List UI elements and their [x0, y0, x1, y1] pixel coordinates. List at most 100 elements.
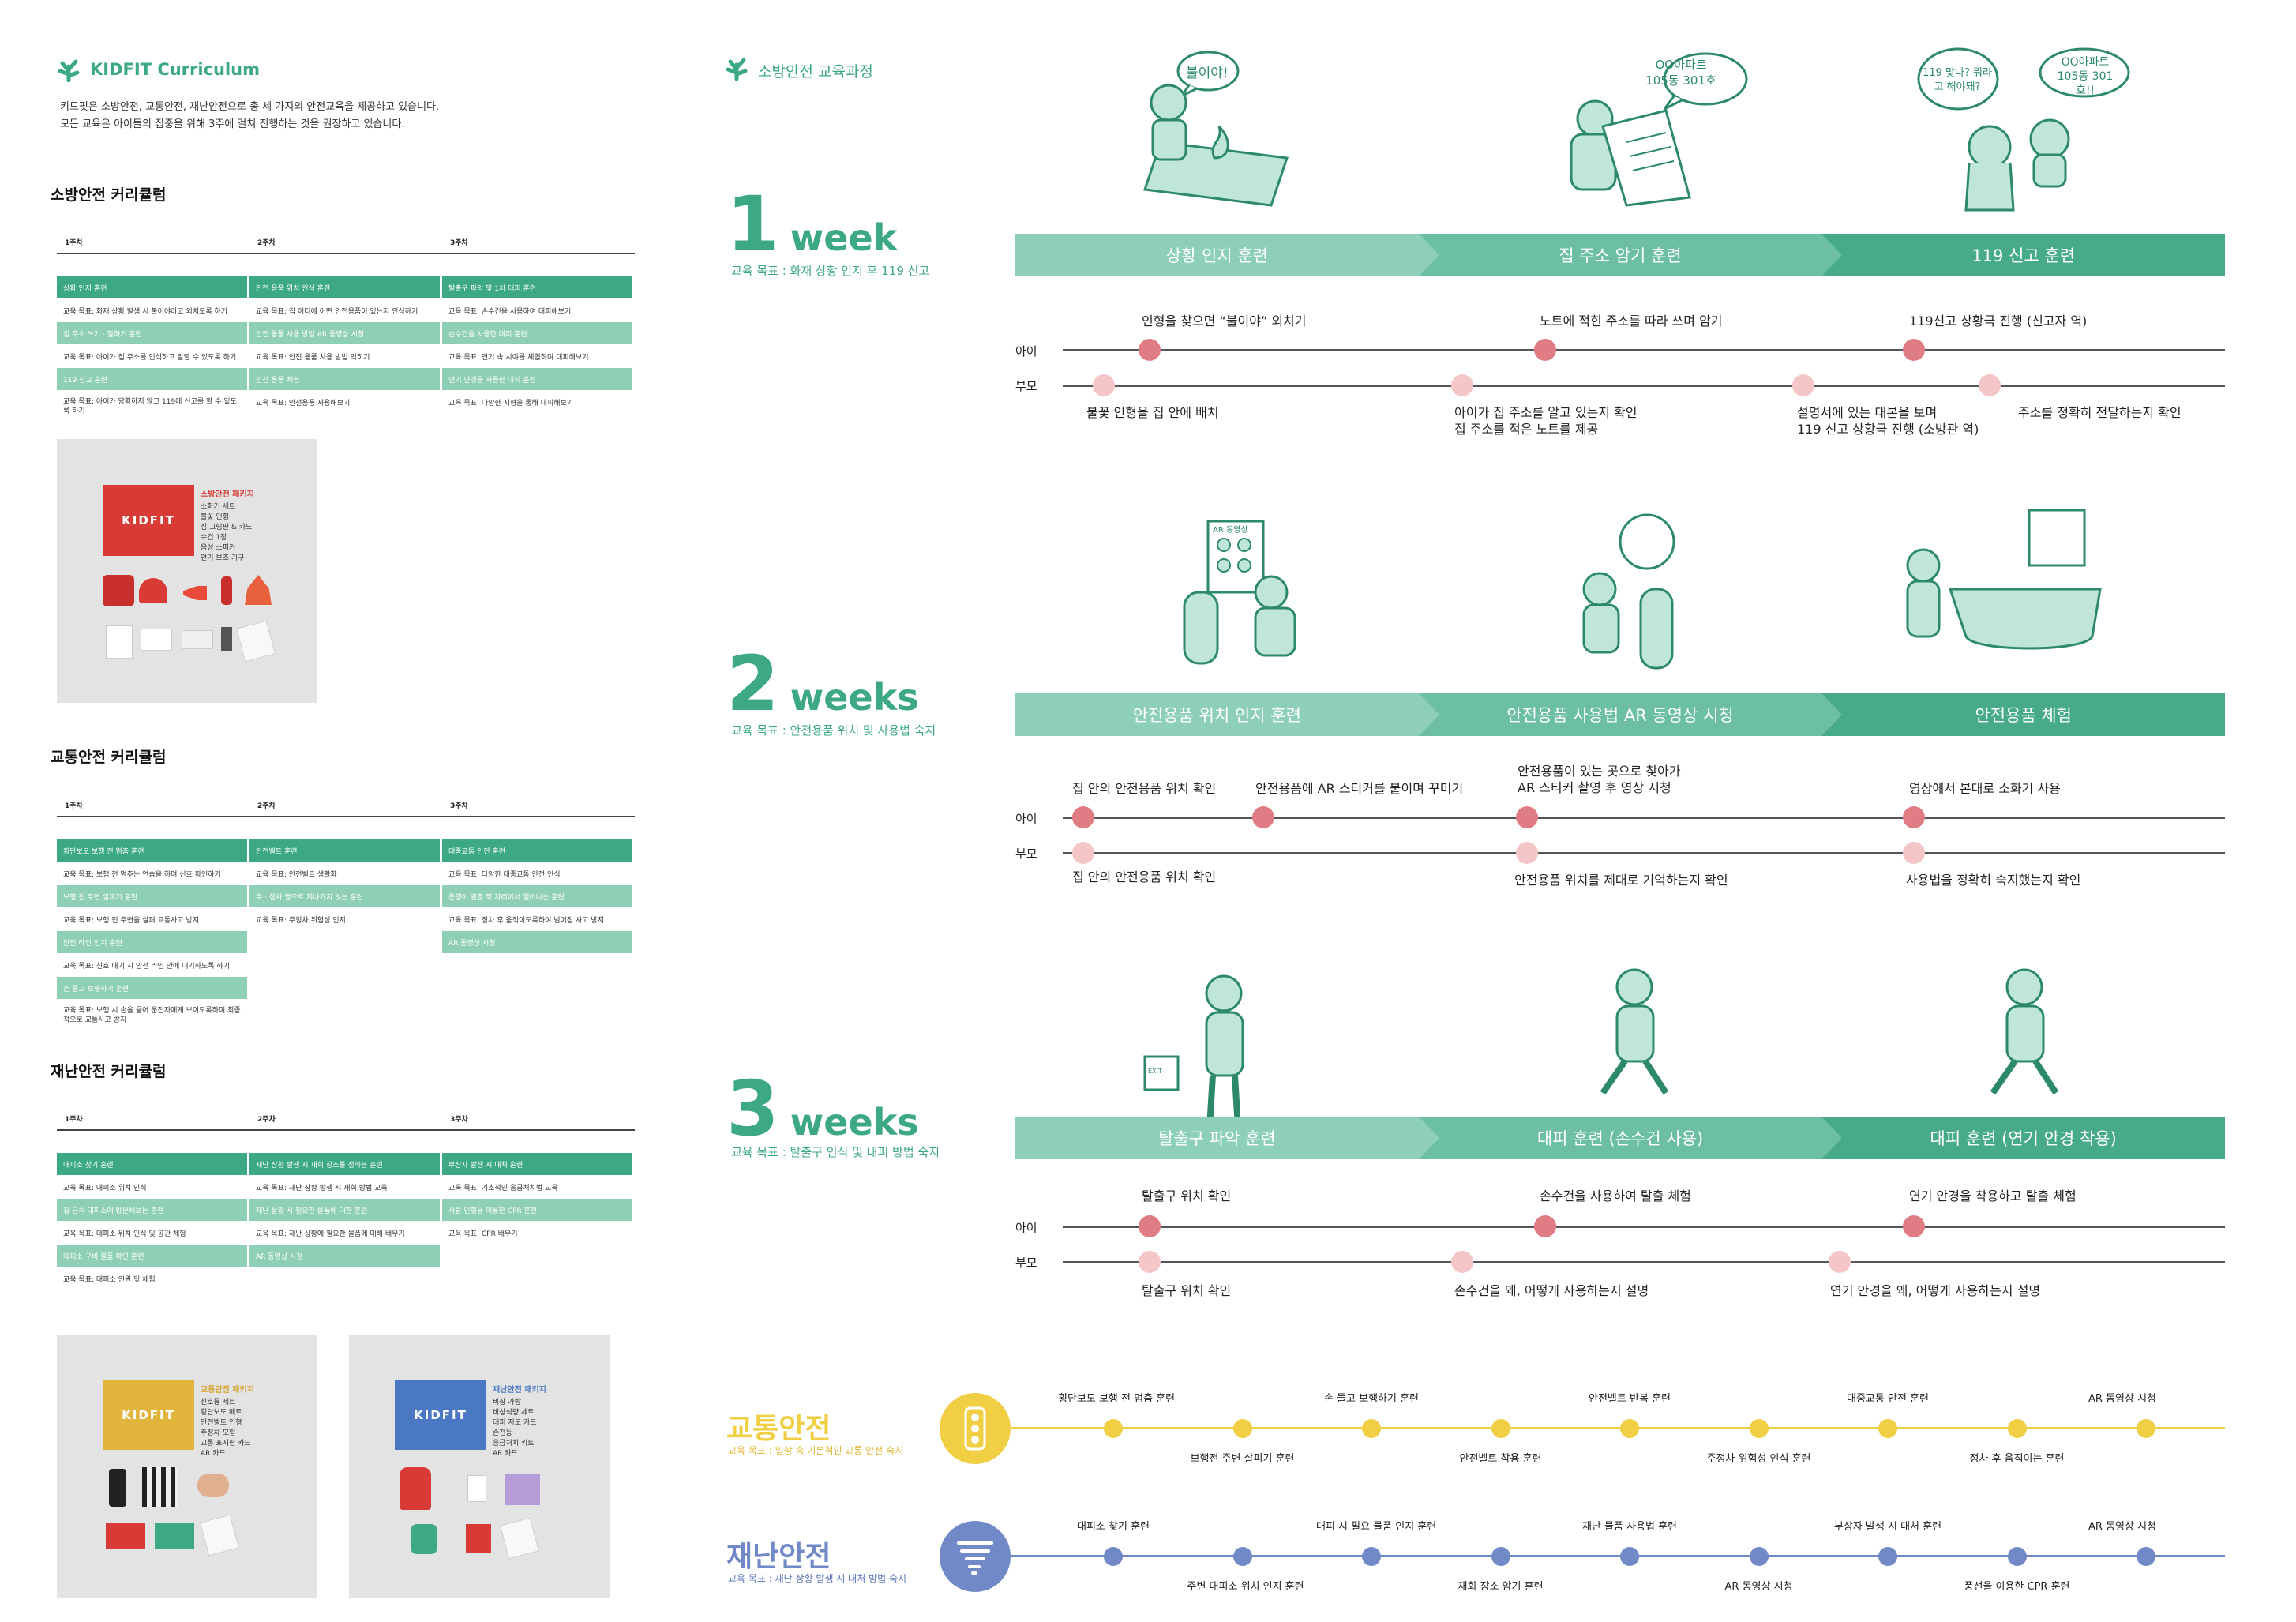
- disaster-bottom-label: AR 동영상 시청: [1724, 1581, 1793, 1593]
- w1-seg-1: 상황 인지 훈련: [1015, 234, 1439, 276]
- disaster-curriculum-title: 재난안전 커리큘럼: [51, 1063, 167, 1080]
- disaster-bottom-label: 주변 대피소 위치 인지 훈련: [1187, 1581, 1304, 1593]
- traffic-top-label: 손 들고 보행하기 훈련: [1323, 1393, 1420, 1405]
- session-goal: 교육 목표: 아이가 집 주소를 인식하고 말할 수 있도록 하기: [57, 345, 247, 367]
- traffic-dot: [2137, 1419, 2155, 1438]
- week-1-banner: 상황 인지 훈련 집 주소 암기 훈련 119 신고 훈련: [1015, 234, 2226, 276]
- traffic-dot: [1232, 1419, 1252, 1438]
- doll-item: [197, 1474, 229, 1497]
- intro-line-1: 키드핏은 소방안전, 교통안전, 재난안전으로 총 세 가지의 안전교육을 제공…: [60, 101, 440, 113]
- traffic-package-box: KIDFIT: [103, 1380, 194, 1450]
- mask-item: [505, 1474, 540, 1505]
- disaster-dot: [2137, 1547, 2155, 1566]
- session-goal: 교육 목표: 다양한 대중교통 안전 인식: [442, 862, 632, 884]
- w2-kid-dot-4: [1903, 806, 1925, 828]
- kid-handkerchief-illustration: [1600, 968, 1669, 1095]
- disaster-bottom-label: 재회 장소 암기 훈련: [1458, 1581, 1544, 1593]
- w2-seg-2: 안전용품 사용법 AR 동영상 시청: [1418, 693, 1842, 736]
- fire-helmet-item: [139, 578, 167, 603]
- flame-doll-item: [245, 575, 272, 605]
- table-header: 1주차 2주차 3주차: [57, 800, 635, 817]
- session-title: 집 주소 쓰기 · 말하기 훈련: [57, 322, 247, 344]
- session-goal: 교육 목표: 재난 상황에 필요한 물품에 대해 배우기: [249, 1222, 440, 1244]
- week-3-goal: 교육 목표 : 탈출구 인식 및 내피 방법 숙지: [731, 1145, 940, 1159]
- week-column: 부상자 발생 시 대처 훈련 교육 목표: 기초적인 응급처치법 교육 사람 인형을…: [442, 1153, 635, 1290]
- disaster-pouch-item: [499, 1517, 540, 1560]
- speech-address: OO아파트 105동 301호: [1645, 58, 1716, 88]
- kids-calling-illustration: [1917, 47, 2130, 212]
- session-goal: 교육 목표: 아이가 당황하지 않고 119에 신고를 할 수 있도록 하기: [57, 391, 247, 422]
- w1-parent-label: 부모: [1015, 379, 1037, 393]
- session-title: 탈출구 파악 및 1차 대피 훈련: [442, 276, 632, 298]
- fire-curriculum-table: 1주차 2주차 3주차 상황 인지 훈련 교육 목표: 화재 상황 발생 시 불이야라고…: [57, 237, 635, 422]
- w2-par-dot-1: [1072, 842, 1094, 864]
- kid-exit-illustration: [1143, 974, 1244, 1128]
- w3-parent-line: [1063, 1261, 2225, 1263]
- disaster-dot: [1232, 1547, 1252, 1566]
- w3-child-line: [1063, 1226, 2225, 1228]
- week-header: 3주차: [450, 802, 468, 810]
- session-title: 안전 라인 인지 훈련: [57, 931, 247, 953]
- week-column: 대중교통 안전 훈련 교육 목표: 다양한 대중교통 안전 인식 운행이 멈춘 뒤 …: [442, 839, 635, 1031]
- fire-curriculum-title: 소방안전 커리큘럼: [51, 186, 167, 204]
- session-title: AR 동영상 시청: [442, 931, 632, 953]
- disaster-package-title: 재난안전 패키지: [493, 1386, 546, 1395]
- w3-par-label-1: 탈출구 위치 확인: [1142, 1283, 1232, 1298]
- week-3-heading: 3 weeks: [726, 1064, 919, 1153]
- traffic-bottom-label: 주정차 위험성 인식 훈련: [1706, 1453, 1811, 1465]
- disaster-top-label: 대피소 찾기 훈련: [1077, 1521, 1150, 1533]
- week-2-heading: 2 weeks: [726, 640, 919, 728]
- w2-kid-dot-1: [1072, 806, 1094, 828]
- w1-kid-dot-3: [1903, 339, 1925, 361]
- traffic-curriculum-table: 1주차 2주차 3주차 횡단보도 보행 전 멈춤 훈련 교육 목표: 보행 전 멈추는 …: [57, 800, 635, 1031]
- week-header: 2주차: [257, 802, 276, 810]
- w1-kid-dot-2: [1534, 339, 1556, 361]
- week-header: 1주차: [65, 802, 83, 810]
- w2-par-label-3: 사용법을 정확히 숙지했는지 확인: [1906, 873, 2081, 888]
- curriculum-header: KIDFIT Curriculum: [90, 60, 261, 79]
- exit-sign: EXIT: [1148, 1068, 1162, 1075]
- w2-kid-label-1: 집 안의 안전용품 위치 확인: [1072, 781, 1217, 796]
- traffic-goal: 교육 목표 : 일상 속 기본적인 교통 안전 숙지: [728, 1445, 904, 1456]
- session-title: 운행이 멈춘 뒤 자리에서 일어나는 훈련: [442, 885, 632, 907]
- traffic-bottom-label: 정차 후 움직이는 훈련: [1969, 1453, 2065, 1465]
- w1-child-line: [1063, 349, 2225, 351]
- session-goal: 교육 목표: 대피소 위치 인식 및 공간 체험: [57, 1222, 247, 1244]
- week-column: 안전 용품 위치 인식 훈련 교육 목표: 집 어디에 어떤 안전용품이 있는지 …: [249, 276, 442, 422]
- session-title: 안전 용품 위치 인식 훈련: [249, 276, 440, 298]
- w2-seg-3: 안전용품 체험: [1821, 693, 2226, 736]
- fire-package-box: KIDFIT: [103, 485, 194, 556]
- w2-par-dot-2: [1516, 842, 1538, 864]
- fire-package-title: 소방안전 패키지: [201, 490, 254, 499]
- exit-card-item: [141, 629, 172, 651]
- traffic-light-icon: [940, 1393, 1011, 1464]
- week-column: 안전벨트 훈련 교육 목표: 안전벨트 생활화 주 · 정차 옆으로 지나가지 않는…: [249, 839, 442, 1031]
- speech-119: 119 맞나? 뭐라고 해야돼?: [1923, 67, 1992, 93]
- w3-par-dot-3: [1829, 1251, 1851, 1273]
- w3-kid-label-2: 손수건을 사용하여 탈출 체험: [1540, 1188, 1691, 1203]
- week-column: 상황 인지 훈련 교육 목표: 화재 상황 발생 시 불이야라고 외치도록 하기 집…: [57, 276, 249, 422]
- session-title: 손수건을 사용한 대피 훈련: [442, 322, 632, 344]
- disaster-dot: [1878, 1547, 1897, 1566]
- disaster-dot: [1362, 1547, 1381, 1566]
- fire-package-list: 소화기 세트 불꽃 인형 집 그림판 & 카드 수건 1장 음성 스피커 연기 보조 기구: [201, 503, 253, 562]
- kid-bathtub-illustration: [1906, 509, 2102, 650]
- tornado-icon: [940, 1521, 1011, 1592]
- traffic-dot: [1491, 1419, 1510, 1438]
- accessory-item: [182, 630, 213, 649]
- session-goal: 교육 목표: 안전벨트 생활화: [249, 862, 440, 884]
- kid-phone-illustration: [1582, 513, 1675, 670]
- week-header: 1주차: [65, 1116, 83, 1124]
- session-goal: 교육 목표: 보행 전 멈추는 연습을 하며 신호 확인하기: [57, 862, 247, 884]
- w3-kid-label-1: 탈출구 위치 확인: [1142, 1188, 1232, 1203]
- session-goal: 교육 목표: 안전용품 사용해보기: [249, 391, 440, 413]
- traffic-bottom-label: 보행전 주변 살피기 훈련: [1190, 1453, 1295, 1465]
- week-header: 2주차: [257, 1116, 276, 1124]
- fire-package-photo: KIDFIT 소방안전 패키지 소화기 세트 불꽃 인형 집 그림판 & 카드 수건 …: [57, 439, 317, 703]
- bag-item: [400, 1467, 431, 1510]
- traffic-top-label: 대중교통 안전 훈련: [1847, 1393, 1929, 1405]
- w1-kid-dot-1: [1139, 339, 1161, 361]
- w1-par-dot-3: [1792, 374, 1814, 396]
- week-header: 1주차: [65, 239, 83, 247]
- disaster-bottom-label: 풍선을 이용한 CPR 훈련: [1964, 1581, 2070, 1593]
